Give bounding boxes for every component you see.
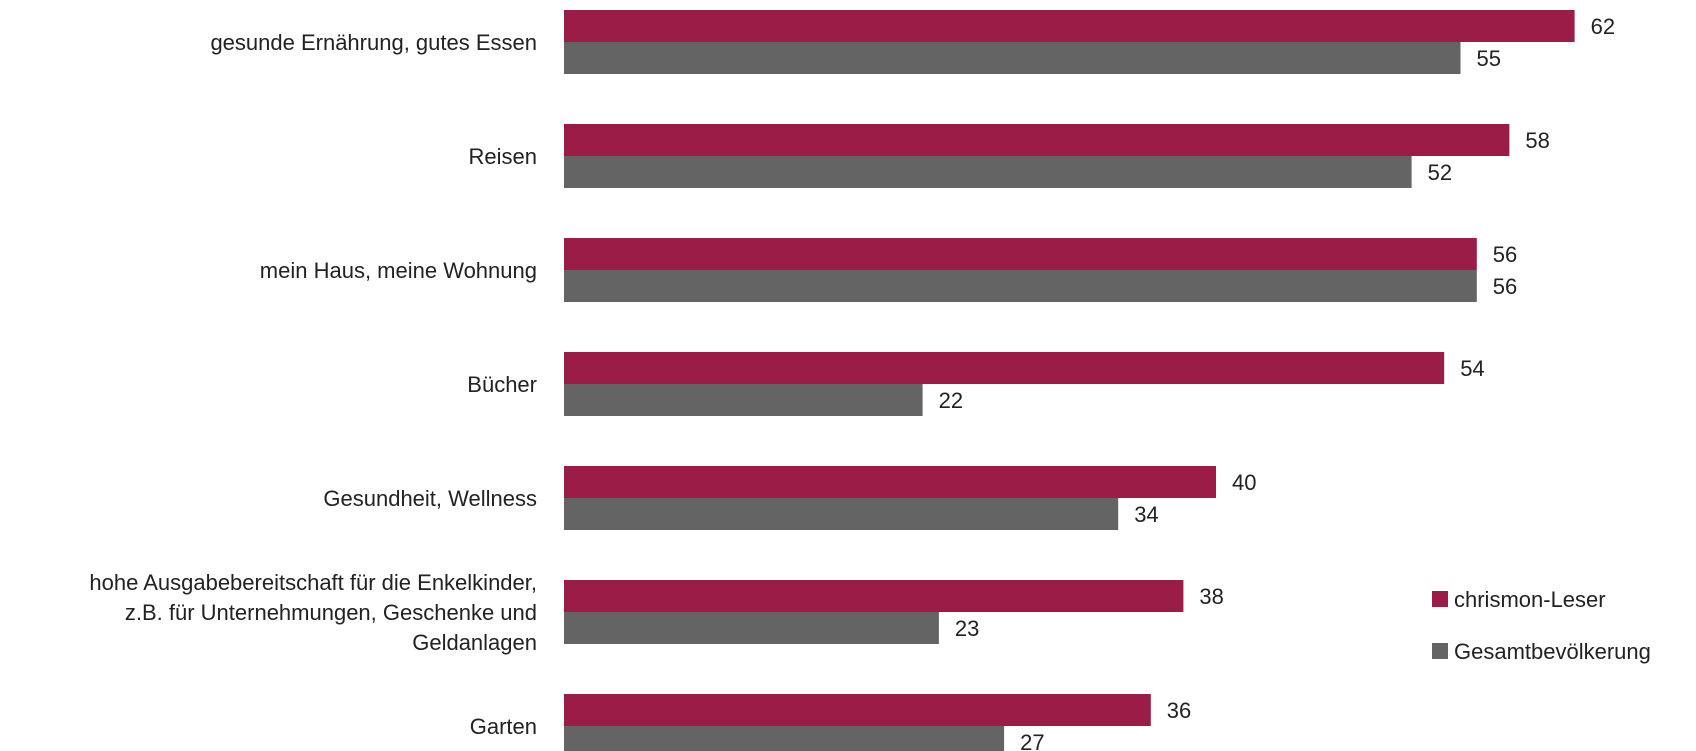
value-label: 22 [939, 388, 963, 413]
category-label: hohe Ausgabebereitschaft für die Enkelki… [89, 570, 537, 595]
value-label: 52 [1428, 160, 1452, 185]
category-label: z.B. für Unternehmungen, Geschenke und [125, 600, 537, 625]
value-label: 56 [1493, 274, 1517, 299]
category-label: mein Haus, meine Wohnung [260, 258, 537, 283]
bar-chrismon-leser [564, 352, 1445, 384]
category-label: Gesundheit, Wellness [323, 486, 537, 511]
bar-chrismon-leser [564, 694, 1151, 726]
category-label: Reisen [469, 144, 537, 169]
bar-gesamtbevoelkerung [564, 498, 1119, 530]
bar-chrismon-leser [564, 466, 1216, 498]
legend-swatch [1432, 643, 1448, 659]
category-label: Bücher [467, 372, 537, 397]
value-label: 36 [1167, 698, 1191, 723]
category-label: gesunde Ernährung, gutes Essen [210, 30, 537, 55]
bar-gesamtbevoelkerung [564, 384, 923, 416]
legend-label: chrismon-Leser [1454, 587, 1606, 612]
value-label: 38 [1199, 584, 1223, 609]
value-label: 34 [1134, 502, 1158, 527]
legend-label: Gesamtbevölkerung [1454, 639, 1651, 664]
value-label: 27 [1020, 730, 1044, 751]
value-label: 54 [1460, 356, 1484, 381]
value-label: 55 [1477, 46, 1501, 71]
category-label: Geldanlagen [412, 630, 537, 655]
bar-gesamtbevoelkerung [564, 270, 1477, 302]
value-label: 62 [1591, 14, 1615, 39]
bar-chrismon-leser [564, 580, 1184, 612]
value-label: 58 [1525, 128, 1549, 153]
bar-gesamtbevoelkerung [564, 42, 1461, 74]
bar-gesamtbevoelkerung [564, 726, 1005, 751]
bar-chrismon-leser [564, 238, 1477, 270]
bar-gesamtbevoelkerung [564, 612, 939, 644]
legend-swatch [1432, 591, 1448, 607]
value-label: 56 [1493, 242, 1517, 267]
bar-chrismon-leser [564, 10, 1575, 42]
value-label: 23 [955, 616, 979, 641]
bar-chrismon-leser [564, 124, 1510, 156]
value-label: 40 [1232, 470, 1256, 495]
bar-gesamtbevoelkerung [564, 156, 1412, 188]
category-label: Garten [470, 714, 537, 739]
